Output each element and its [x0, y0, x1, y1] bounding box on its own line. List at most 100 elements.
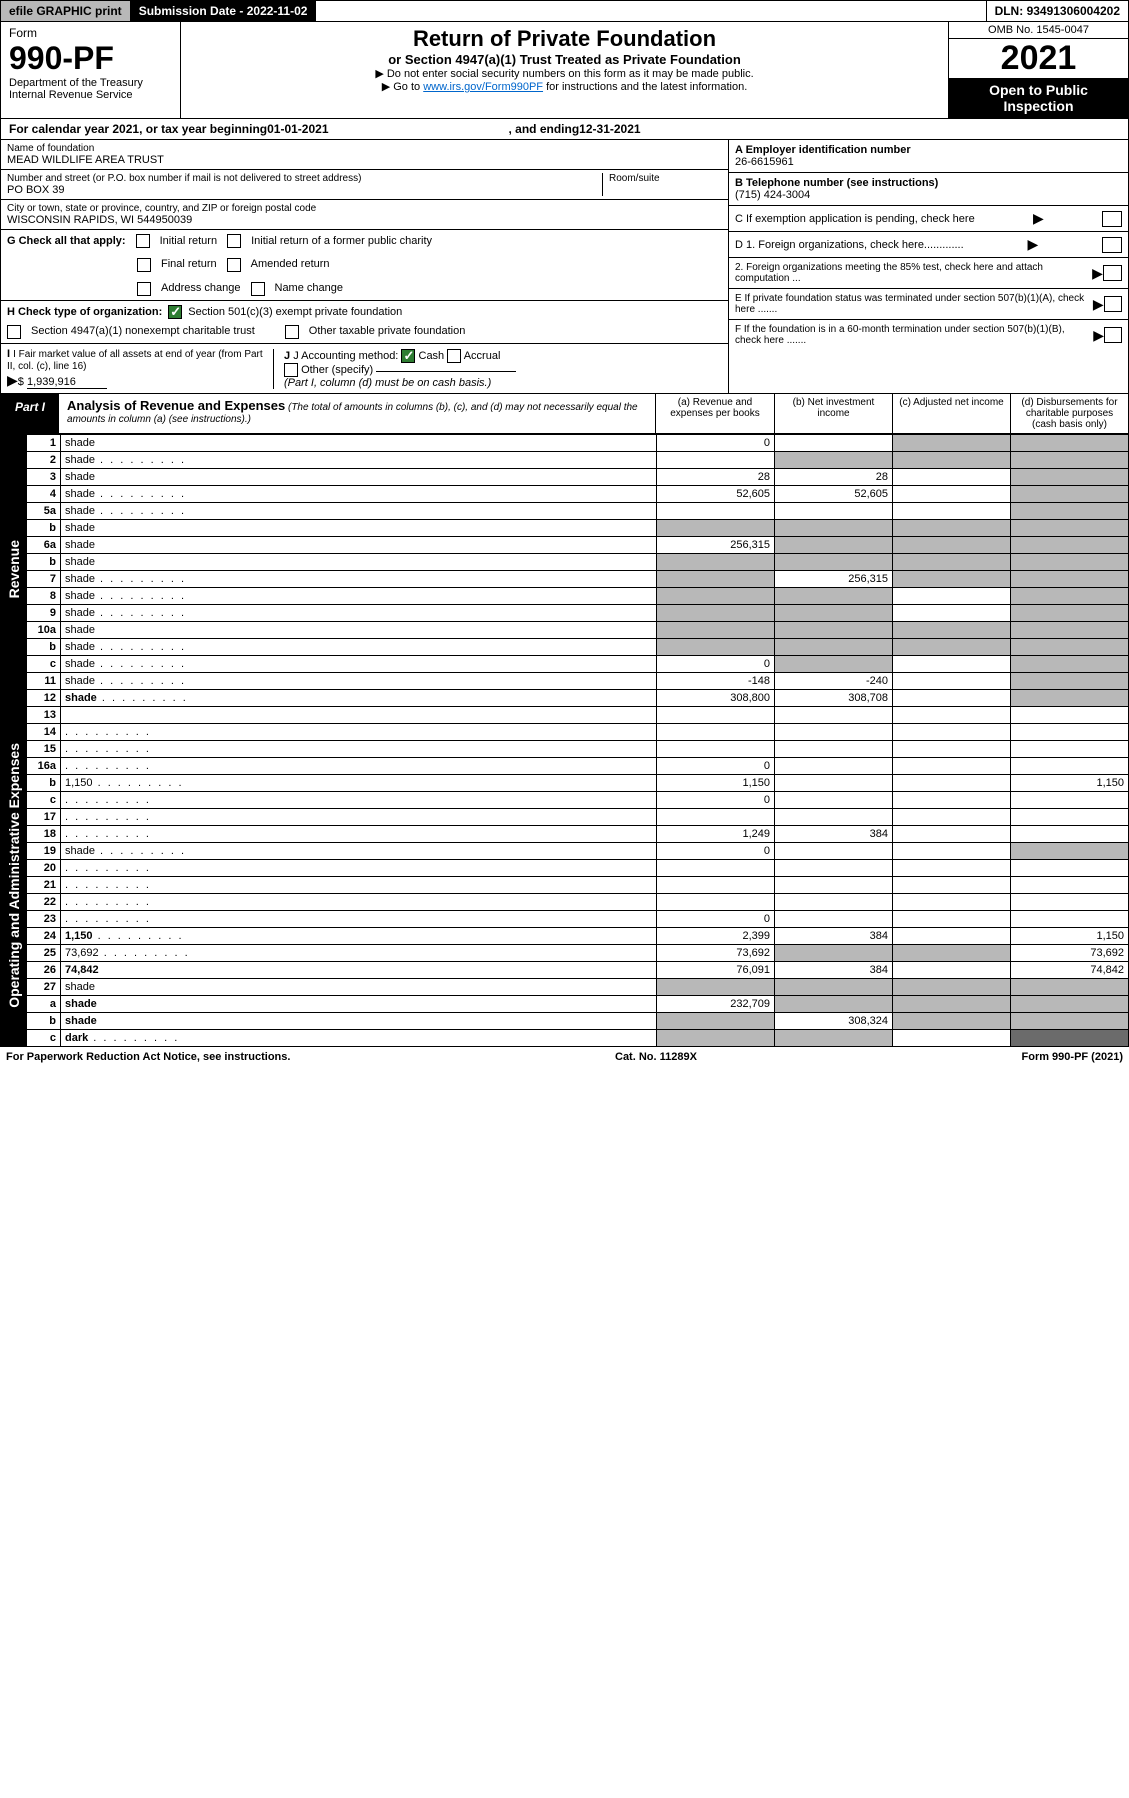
cell-value	[893, 792, 1011, 809]
telephone: (715) 424-3004	[735, 189, 810, 201]
cell-value	[893, 894, 1011, 911]
chk-addr-change[interactable]	[137, 282, 151, 296]
cell-value	[893, 588, 1011, 605]
chk-other-method[interactable]	[284, 363, 298, 377]
table-row: 15	[1, 741, 1129, 758]
cell-value	[893, 469, 1011, 486]
col-d-hdr: (d) Disbursements for charitable purpose…	[1010, 394, 1128, 433]
chk-d1[interactable]	[1102, 237, 1122, 253]
line-desc	[61, 724, 657, 741]
org-name: MEAD WILDLIFE AREA TRUST	[7, 154, 722, 166]
cell-shaded	[775, 588, 893, 605]
line-desc	[61, 877, 657, 894]
org-address: PO BOX 39	[7, 184, 602, 196]
line-num: 17	[27, 809, 61, 826]
chk-e[interactable]	[1104, 296, 1122, 312]
line-desc: 73,692	[61, 945, 657, 962]
chk-initial-former[interactable]	[227, 234, 241, 248]
line-num: 18	[27, 826, 61, 843]
cell-value	[893, 741, 1011, 758]
form-subtitle: or Section 4947(a)(1) Trust Treated as P…	[191, 52, 938, 67]
footer-left: For Paperwork Reduction Act Notice, see …	[6, 1051, 290, 1063]
cell-value	[893, 911, 1011, 928]
cell-value: 0	[657, 792, 775, 809]
line-num: 7	[27, 571, 61, 588]
cell-value	[775, 724, 893, 741]
chk-f[interactable]	[1104, 327, 1122, 343]
line-num: 15	[27, 741, 61, 758]
cell-shaded	[775, 996, 893, 1013]
cell-value	[893, 673, 1011, 690]
cell-shaded	[893, 979, 1011, 996]
dept-treasury: Department of the Treasury	[9, 77, 172, 89]
cell-value	[893, 877, 1011, 894]
line-desc: shade	[61, 537, 657, 554]
cell-value: -148	[657, 673, 775, 690]
cell-value	[657, 741, 775, 758]
cell-value	[1011, 792, 1129, 809]
table-row: ashade232,709	[1, 996, 1129, 1013]
table-row: 6ashade256,315	[1, 537, 1129, 554]
chk-accrual[interactable]	[447, 349, 461, 363]
cell-value	[775, 503, 893, 520]
cell-shaded	[1011, 639, 1129, 656]
cell-shaded	[775, 979, 893, 996]
top-bar: efile GRAPHIC print Submission Date - 20…	[0, 0, 1129, 22]
line-num: 23	[27, 911, 61, 928]
dln: DLN: 93491306004202	[986, 1, 1128, 21]
chk-initial[interactable]	[136, 234, 150, 248]
calendar-year-row: For calendar year 2021, or tax year begi…	[0, 119, 1129, 140]
table-row: 27shade	[1, 979, 1129, 996]
chk-4947[interactable]	[7, 325, 21, 339]
line-desc: shade	[61, 486, 657, 503]
cell-value	[1011, 741, 1129, 758]
col-a-hdr: (a) Revenue and expenses per books	[656, 394, 774, 433]
cell-shaded	[893, 571, 1011, 588]
cell-value: 256,315	[775, 571, 893, 588]
cell-value	[893, 486, 1011, 503]
cell-shaded	[657, 588, 775, 605]
cell-shaded	[1011, 673, 1129, 690]
line-num: 3	[27, 469, 61, 486]
efile-label[interactable]: efile GRAPHIC print	[1, 1, 131, 21]
chk-name-change[interactable]	[251, 282, 265, 296]
cell-shaded	[1011, 452, 1129, 469]
chk-cash[interactable]	[401, 349, 415, 363]
line-desc: shade	[61, 435, 657, 452]
chk-501c3[interactable]	[168, 305, 182, 319]
chk-final[interactable]	[137, 258, 151, 272]
chk-amended[interactable]	[227, 258, 241, 272]
irs-link[interactable]: www.irs.gov/Form990PF	[423, 81, 543, 93]
part1-header: Part I Analysis of Revenue and Expenses …	[0, 394, 1129, 434]
instr-ssn: ▶ Do not enter social security numbers o…	[191, 67, 938, 80]
cell-shaded	[775, 520, 893, 537]
cell-value: 1,150	[657, 775, 775, 792]
cell-shaded	[775, 656, 893, 673]
table-row: 11shade-148-240	[1, 673, 1129, 690]
line-desc: shade	[61, 469, 657, 486]
row-h: H Check type of organization: Section 50…	[1, 301, 728, 344]
line-num: 10a	[27, 622, 61, 639]
cell-shaded	[775, 452, 893, 469]
f-label: F If the foundation is in a 60-month ter…	[735, 324, 1093, 346]
line-num: 25	[27, 945, 61, 962]
line-num: 19	[27, 843, 61, 860]
cell-shaded	[775, 639, 893, 656]
cell-value	[893, 707, 1011, 724]
table-row: bshade308,324	[1, 1013, 1129, 1030]
chk-other-tax[interactable]	[285, 325, 299, 339]
cell-value	[893, 775, 1011, 792]
line-num: c	[27, 1030, 61, 1047]
chk-d2[interactable]	[1103, 265, 1122, 281]
cell-value: 0	[657, 435, 775, 452]
submission-date: Submission Date - 2022-11-02	[131, 1, 317, 21]
cell-value: 28	[657, 469, 775, 486]
table-row: Revenue1shade0	[1, 435, 1129, 452]
cell-value	[1011, 758, 1129, 775]
chk-c[interactable]	[1102, 211, 1122, 227]
table-row: 22	[1, 894, 1129, 911]
cell-shaded	[775, 1030, 893, 1047]
cell-shaded	[657, 1013, 775, 1030]
form-word: Form	[9, 26, 172, 40]
table-row: bshade	[1, 639, 1129, 656]
